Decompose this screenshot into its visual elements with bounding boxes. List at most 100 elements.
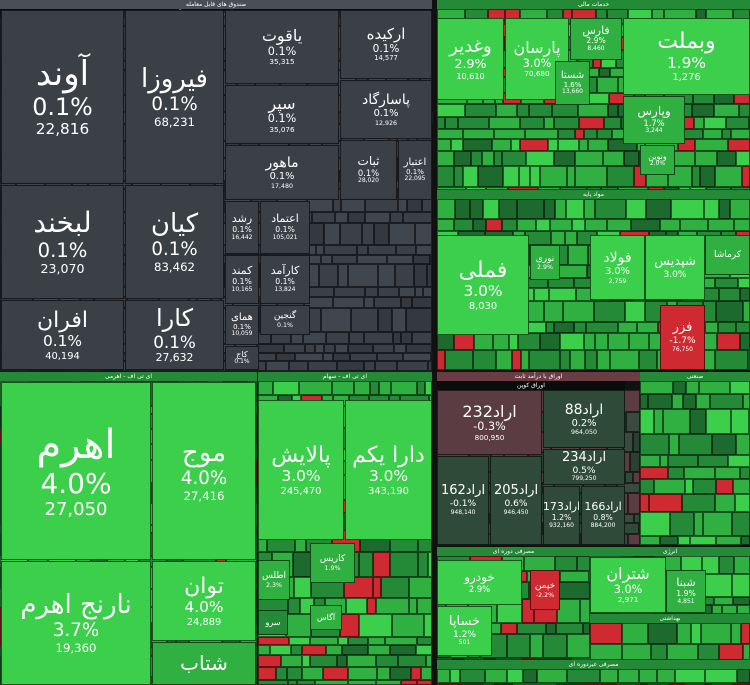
stock-tile[interactable]: ماهور 0.1% 17,480 — [225, 145, 339, 200]
filler-cell — [308, 223, 324, 245]
filler-cell — [731, 129, 750, 139]
stock-tile[interactable]: اراد205 0.6% 946,450 — [490, 456, 542, 545]
stock-tile[interactable]: شپدیس 3.0% — [645, 235, 705, 300]
stock-tile[interactable]: موج 4.0% 27,416 — [152, 382, 256, 560]
filler-cell — [486, 219, 502, 231]
filler-cell — [717, 333, 740, 350]
stock-change: 3.7% — [52, 619, 100, 641]
filler-cell — [743, 644, 750, 660]
filler-cell — [375, 361, 397, 371]
stock-tile[interactable]: آوند 0.1% 22,816 — [1, 10, 124, 184]
filler-cell — [575, 166, 607, 187]
stock-tile[interactable]: اطلس 2.3% — [258, 560, 290, 600]
stock-tile[interactable]: ونوین 2.0% — [640, 145, 675, 175]
stock-tile[interactable]: وغدیر 2.9% 10,610 — [437, 18, 504, 100]
stock-tile[interactable]: توان 4.0% 24,889 — [152, 561, 256, 641]
stock-tile[interactable]: کاریس 1.9% — [310, 543, 355, 583]
stock-tile[interactable]: کمند 0.1% 10,165 — [225, 255, 259, 304]
stock-tile[interactable]: اراد173 1.2% 932,160 — [543, 486, 580, 545]
filler-cell — [570, 350, 585, 370]
filler-cell — [437, 117, 445, 129]
stock-tile[interactable]: فزر -1.7% 76,750 — [660, 305, 705, 370]
filler-cell — [496, 104, 517, 117]
stock-tile[interactable]: ثبات 0.1% 28,020 — [340, 140, 397, 200]
stock-tile[interactable]: اراد166 0.8% 884,200 — [581, 486, 625, 545]
stock-tile[interactable]: یاقوت 0.1% 35,315 — [225, 10, 339, 84]
stock-tile[interactable]: ارکیده 0.1% 14,577 — [340, 10, 432, 79]
filler-cell — [677, 623, 691, 644]
stock-change: 2.9% — [454, 56, 487, 72]
filler-cell — [555, 556, 577, 571]
stock-tile[interactable]: رشد 0.1% 16,442 — [225, 201, 259, 254]
stock-tile[interactable]: گنجین 0.1% — [260, 305, 310, 335]
filler-cell — [670, 512, 694, 536]
stock-tile[interactable]: نوری 2.9% — [530, 245, 560, 280]
stock-tile[interactable]: اراد162 -0.1% 948,140 — [437, 456, 489, 545]
stock-tile[interactable]: اراد88 0.2% 964,050 — [543, 390, 625, 448]
filler-cell — [716, 479, 733, 494]
filler-cell — [430, 255, 432, 264]
stock-tile[interactable]: کیان 0.1% 83,462 — [125, 185, 224, 299]
filler-cell — [567, 669, 600, 683]
filler-cell — [704, 199, 719, 219]
filler-cell — [708, 219, 734, 231]
stock-tile[interactable]: سپر 0.1% 35,076 — [225, 85, 339, 144]
stock-tile[interactable]: شتران 3.0% 2,971 — [590, 557, 666, 613]
stock-tile[interactable]: شتاب — [152, 642, 256, 685]
stock-tile[interactable]: خپمن -2.2% — [530, 570, 560, 610]
stock-tile[interactable]: خساپا 1.2% 501 — [437, 606, 492, 656]
stock-tile[interactable]: کارا 0.1% 27,632 — [125, 300, 224, 370]
stock-tile[interactable]: آگاس — [310, 605, 342, 630]
stock-tile[interactable]: همای 0.1% 10,059 — [225, 305, 259, 345]
stock-tile[interactable]: اراد234 0.5% 799,250 — [543, 449, 625, 485]
stock-tile[interactable]: فملی 3.0% 8,030 — [437, 235, 529, 335]
stock-tile[interactable]: فولاد 3.0% 2,759 — [590, 235, 645, 300]
stock-tile[interactable]: شستا 1.6% 13,660 — [555, 61, 590, 105]
filler-cell — [337, 361, 364, 371]
filler-cell — [342, 645, 368, 655]
stock-tile[interactable]: اعتماد 0.1% 105,021 — [260, 201, 310, 254]
filler-cell — [646, 199, 671, 219]
stock-change: 0.2% — [571, 417, 597, 429]
filler-cell — [377, 667, 390, 680]
stock-tile[interactable]: وبملت 1.9% 1,276 — [623, 18, 750, 95]
filler-cell — [651, 644, 667, 660]
stock-tile[interactable]: سرو — [258, 610, 288, 635]
stock-tile[interactable]: پالایش 3.0% 245,470 — [258, 400, 344, 540]
filler-cell — [608, 104, 618, 117]
stock-tile[interactable]: وپارس 1.7% 3,244 — [623, 96, 685, 144]
filler-cell — [693, 479, 716, 494]
stock-tile[interactable]: افران 0.1% 40,194 — [1, 300, 124, 370]
stock-volume: 4,851 — [677, 597, 695, 605]
filler-cell — [367, 598, 376, 614]
filler-cell — [738, 278, 750, 288]
stock-tile[interactable]: شبنا 1.9% 4,851 — [666, 570, 706, 613]
filler-cell — [718, 322, 736, 333]
stock-name: گنجین — [273, 311, 297, 322]
stock-tile[interactable]: اراد232 -0.3% 800,950 — [437, 390, 542, 455]
stock-name: همای — [231, 311, 253, 323]
stock-volume: 245,470 — [280, 485, 322, 497]
stock-tile[interactable]: فارس 2.9% 8,460 — [570, 18, 622, 60]
stock-volume: 501 — [458, 639, 471, 647]
stock-tile[interactable]: اعتبار 0.1% 22,095 — [398, 140, 432, 200]
stock-tile[interactable]: نارنج اهرم 3.7% 19,360 — [1, 561, 151, 685]
stock-tile[interactable]: خودرو 2.9% — [437, 560, 522, 605]
stock-change: 3.0% — [463, 282, 503, 301]
filler-cell — [640, 455, 660, 467]
stock-tile[interactable]: پاسارگاد 0.1% 12,926 — [340, 80, 432, 139]
stock-tile[interactable]: فیروزا 0.1% 68,231 — [125, 10, 224, 184]
section-header: صنعتی — [640, 372, 750, 381]
stock-tile[interactable]: کرماشا — [705, 235, 750, 275]
stock-tile[interactable]: کارآمد 0.1% 13,824 — [260, 255, 310, 304]
stock-tile[interactable]: دارا یکم 3.0% 343,190 — [345, 400, 432, 540]
filler-cell — [633, 472, 640, 483]
stock-name: کارا — [156, 304, 193, 333]
stock-tile[interactable]: کاج 0.1% — [225, 346, 259, 370]
stock-tile[interactable]: لبخند 0.1% 23,070 — [1, 185, 124, 299]
filler-cell — [737, 605, 750, 614]
filler-cell — [706, 409, 731, 434]
stock-name: پارسان — [513, 38, 561, 58]
filler-cell — [565, 231, 577, 245]
stock-tile[interactable]: اهرم 4.0% 27,050 — [1, 382, 151, 560]
